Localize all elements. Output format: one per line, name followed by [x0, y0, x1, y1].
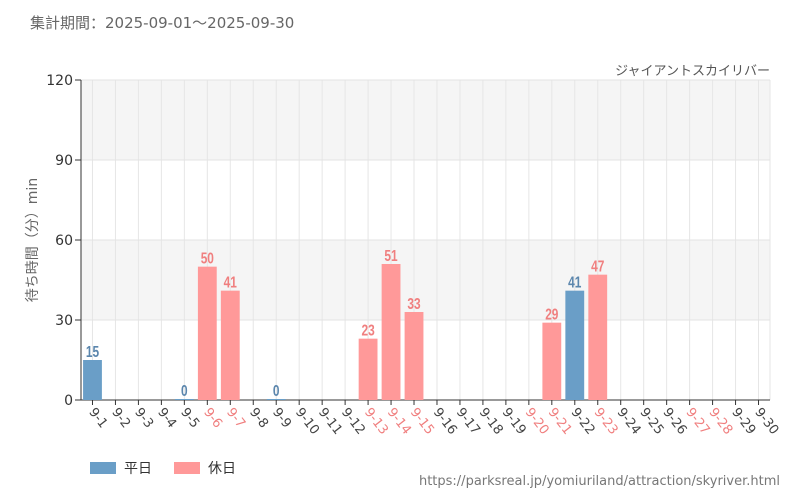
legend: 平日 休日	[90, 458, 236, 478]
plot-band	[81, 320, 770, 400]
source-url[interactable]: https://parksreal.jp/yomiuriland/attract…	[418, 474, 780, 489]
x-tick-label-9-3: 9-3	[131, 405, 156, 431]
bar-9-22	[565, 290, 585, 400]
x-tick-label-9-2: 9-2	[108, 405, 133, 431]
data-label-9-1: 15	[86, 342, 99, 360]
legend-label-holiday: 休日	[208, 461, 236, 477]
bar-9-5	[174, 399, 194, 400]
x-tick-label-9-24: 9-24	[614, 405, 644, 437]
bar-9-21	[542, 322, 562, 400]
data-label-9-13: 23	[361, 321, 374, 339]
x-tick-label-9-14: 9-14	[384, 405, 414, 437]
x-tick-label-9-5: 9-5	[177, 405, 202, 431]
bar-9-9	[266, 399, 286, 400]
bar-9-7	[220, 290, 240, 400]
x-tick-label-9-29: 9-29	[728, 405, 758, 437]
data-label-9-5: 0	[181, 381, 188, 399]
x-tick-label-9-19: 9-19	[499, 405, 529, 437]
x-tick-label-9-18: 9-18	[476, 405, 506, 437]
x-tick-label-9-6: 9-6	[200, 405, 225, 431]
data-label-9-7: 41	[224, 273, 237, 291]
data-label-9-14: 51	[384, 246, 397, 264]
x-tick-label-9-26: 9-26	[659, 405, 689, 437]
bar-9-14	[381, 264, 401, 400]
x-tick-label-9-30: 9-30	[751, 405, 781, 437]
x-tick-label-9-4: 9-4	[154, 405, 179, 431]
legend-item-holiday[interactable]: 休日	[174, 458, 236, 478]
x-tick-label-9-7: 9-7	[223, 405, 248, 431]
data-label-9-6: 50	[201, 249, 214, 267]
x-tick-label-9-27: 9-27	[682, 405, 712, 437]
x-tick-label-9-1: 9-1	[85, 405, 110, 431]
data-label-9-23: 47	[591, 257, 604, 275]
x-tick-label-9-21: 9-21	[545, 405, 575, 437]
x-tick-label-9-9: 9-9	[269, 405, 294, 431]
plot-band	[81, 240, 770, 320]
data-label-9-15: 33	[407, 294, 420, 312]
x-tick-label-9-16: 9-16	[430, 405, 460, 437]
data-label-9-22: 41	[568, 273, 581, 291]
x-tick-label-9-22: 9-22	[568, 405, 598, 437]
plot-band	[81, 160, 770, 240]
x-tick-label-9-10: 9-10	[292, 405, 322, 437]
y-tick-label: 120	[46, 73, 73, 89]
x-tick-label-9-20: 9-20	[522, 405, 552, 437]
legend-swatch-holiday	[174, 462, 200, 474]
y-tick-label: 30	[55, 313, 73, 329]
legend-item-weekday[interactable]: 平日	[90, 458, 152, 478]
x-tick-label-9-25: 9-25	[637, 405, 667, 437]
data-label-9-21: 29	[545, 305, 558, 323]
y-tick-label: 60	[55, 233, 73, 249]
y-tick-label: 90	[55, 153, 73, 169]
bar-9-6	[197, 266, 217, 400]
x-tick-label-9-13: 9-13	[361, 405, 391, 437]
legend-label-weekday: 平日	[124, 461, 152, 477]
bar-9-13	[358, 338, 378, 400]
legend-swatch-weekday	[90, 462, 116, 474]
bar-9-23	[588, 274, 608, 400]
attraction-name: ジャイアントスカイリバー	[615, 64, 770, 79]
y-tick-label: 0	[64, 393, 73, 409]
plot-band	[81, 80, 770, 160]
x-tick-label-9-15: 9-15	[407, 405, 437, 437]
period-label: 集計期間：2025-09-01～2025-09-30	[30, 14, 295, 32]
x-tick-label-9-28: 9-28	[705, 405, 735, 437]
x-tick-label-9-17: 9-17	[453, 405, 483, 437]
bar-9-1	[83, 360, 102, 400]
x-tick-label-9-11: 9-11	[315, 405, 345, 437]
data-label-9-9: 0	[273, 381, 280, 399]
x-tick-label-9-8: 9-8	[246, 405, 271, 431]
bar-9-15	[404, 312, 424, 400]
x-tick-label-9-23: 9-23	[591, 405, 621, 437]
x-tick-label-9-12: 9-12	[338, 405, 368, 437]
